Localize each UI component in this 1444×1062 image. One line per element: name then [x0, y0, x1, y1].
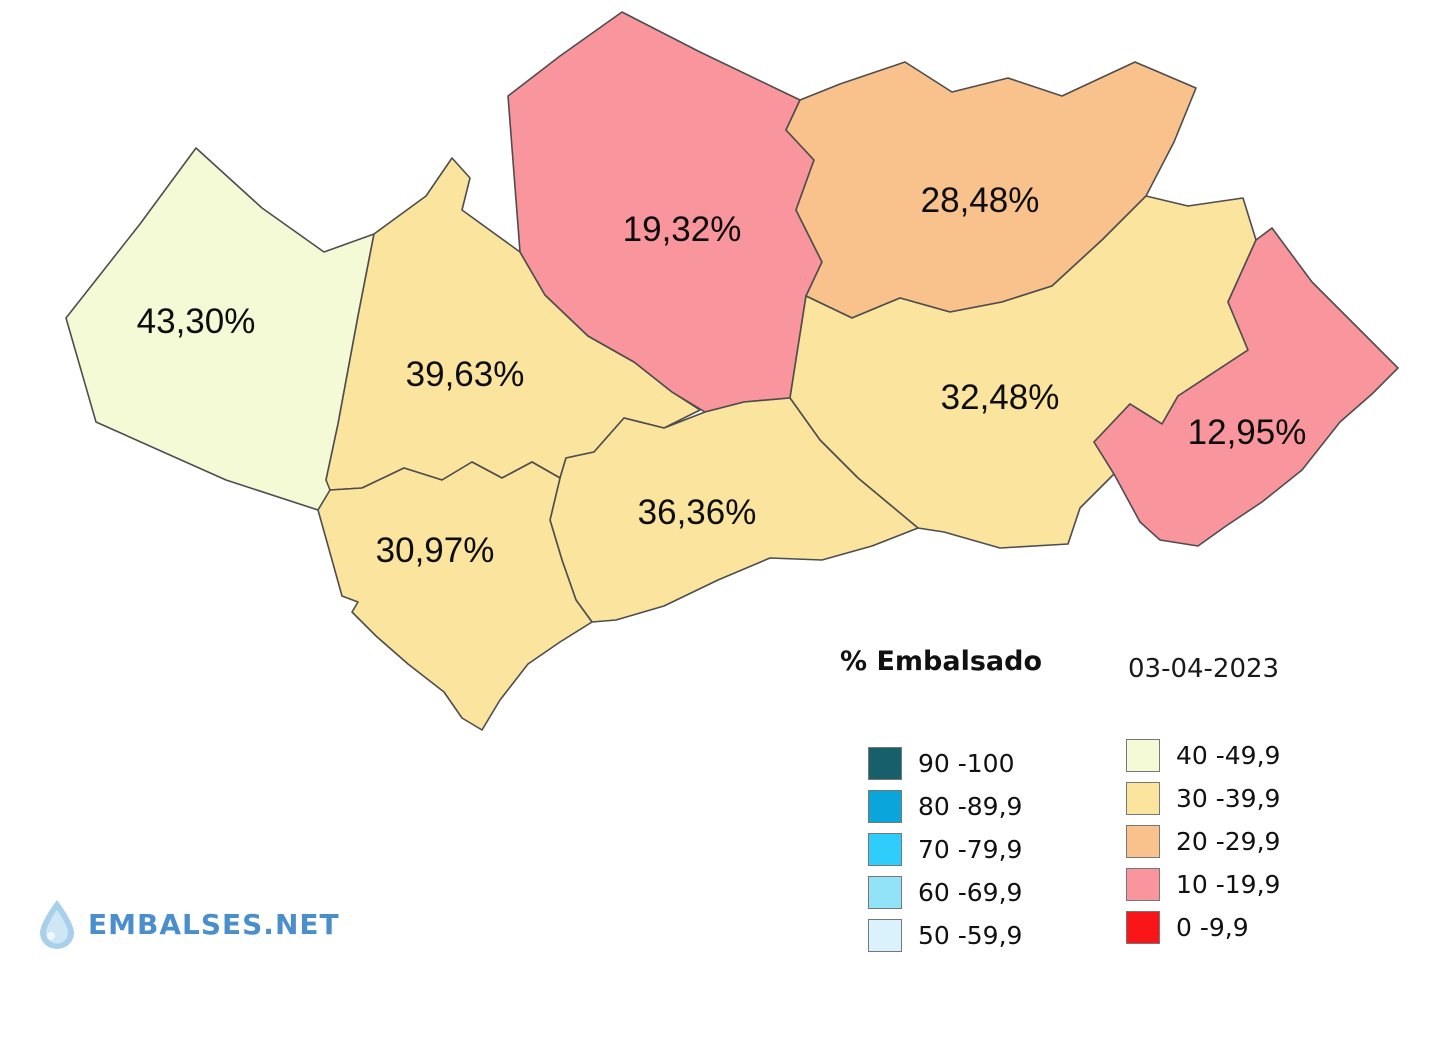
legend-row: 80 -89,9 — [868, 789, 1022, 823]
legend-swatch-30-39 — [1126, 781, 1160, 815]
legend-swatch-90-100 — [868, 746, 902, 780]
legend-row: 70 -79,9 — [868, 832, 1022, 866]
water-drop-icon — [40, 900, 74, 949]
legend-swatch-40-49 — [1126, 738, 1160, 772]
legend-range-label: 60 -69,9 — [918, 877, 1023, 907]
legend-range-label: 70 -79,9 — [918, 834, 1023, 864]
legend-row: 10 -19,9 — [1126, 867, 1280, 901]
legend-swatch-10-19 — [1126, 867, 1160, 901]
legend-column-blue: 90 -100 80 -89,9 70 -79,9 60 -69,9 50 -5… — [868, 746, 1022, 952]
legend-range-label: 40 -49,9 — [1176, 740, 1281, 770]
legend-range-label: 20 -29,9 — [1176, 826, 1281, 856]
legend-row: 50 -59,9 — [868, 918, 1022, 952]
legend-row: 60 -69,9 — [868, 875, 1022, 909]
legend-row: 20 -29,9 — [1126, 824, 1280, 858]
legend-swatch-50-59 — [868, 918, 902, 952]
legend-row: 40 -49,9 — [1126, 738, 1280, 772]
legend-swatch-20-29 — [1126, 824, 1160, 858]
legend-swatch-0-9 — [1126, 910, 1160, 944]
province-huelva[interactable] — [65, 147, 375, 511]
legend-range-label: 30 -39,9 — [1176, 783, 1281, 813]
province-almeria[interactable] — [1093, 227, 1399, 547]
legend-swatch-70-79 — [868, 832, 902, 866]
legend-column-warm: 40 -49,9 30 -39,9 20 -29,9 10 -19,9 0 -9… — [1126, 738, 1280, 944]
legend-range-label: 50 -59,9 — [918, 920, 1023, 950]
logo-text: EMBALSES.NET — [88, 907, 340, 941]
province-cadiz[interactable] — [317, 461, 593, 731]
legend-range-label: 80 -89,9 — [918, 791, 1023, 821]
legend-swatch-80-89 — [868, 789, 902, 823]
legend-range-label: 0 -9,9 — [1176, 912, 1249, 942]
legend-row: 0 -9,9 — [1126, 910, 1280, 944]
legend-swatch-60-69 — [868, 875, 902, 909]
embalses-logo[interactable]: EMBALSES.NET — [36, 898, 340, 950]
map-date: 03-04-2023 — [1128, 654, 1280, 684]
legend-title: % Embalsado — [840, 646, 1042, 677]
legend-range-label: 10 -19,9 — [1176, 869, 1281, 899]
legend-row: 30 -39,9 — [1126, 781, 1280, 815]
legend-row: 90 -100 — [868, 746, 1022, 780]
legend-range-label: 90 -100 — [918, 748, 1015, 778]
province-malaga[interactable] — [549, 397, 919, 623]
